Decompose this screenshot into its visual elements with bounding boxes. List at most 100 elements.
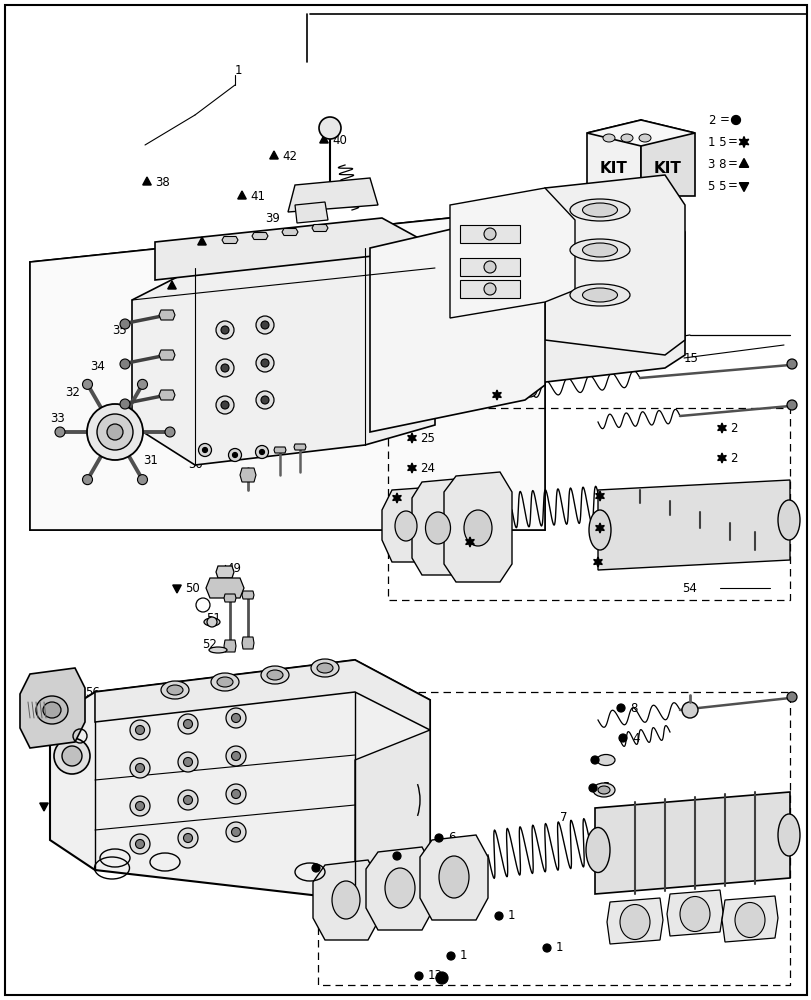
Circle shape <box>393 852 401 860</box>
Text: 53: 53 <box>679 552 694 564</box>
Polygon shape <box>311 225 328 232</box>
Text: 37: 37 <box>350 436 364 448</box>
Ellipse shape <box>592 783 614 797</box>
Ellipse shape <box>332 881 359 919</box>
Polygon shape <box>586 120 694 146</box>
Ellipse shape <box>384 868 414 908</box>
Text: =: = <box>719 114 729 127</box>
Text: 54: 54 <box>681 582 696 594</box>
Circle shape <box>183 795 192 804</box>
Polygon shape <box>40 803 48 811</box>
Ellipse shape <box>581 243 616 257</box>
Polygon shape <box>159 310 175 320</box>
Polygon shape <box>738 159 748 167</box>
Polygon shape <box>717 423 725 433</box>
Polygon shape <box>607 898 663 944</box>
Circle shape <box>543 944 551 952</box>
Ellipse shape <box>603 134 614 142</box>
Circle shape <box>207 617 217 627</box>
Circle shape <box>590 756 599 764</box>
Polygon shape <box>143 177 151 185</box>
Text: 1: 1 <box>508 909 515 922</box>
Text: 5: 5 <box>601 781 608 794</box>
Text: 7: 7 <box>560 811 567 824</box>
Polygon shape <box>155 218 454 290</box>
Polygon shape <box>597 480 789 570</box>
Polygon shape <box>50 660 430 900</box>
Polygon shape <box>173 585 181 593</box>
Circle shape <box>225 708 246 728</box>
Circle shape <box>436 972 448 984</box>
Ellipse shape <box>679 896 709 931</box>
Circle shape <box>311 864 320 872</box>
Polygon shape <box>224 594 236 602</box>
Ellipse shape <box>204 618 220 626</box>
Circle shape <box>216 396 234 414</box>
Circle shape <box>495 912 502 920</box>
Circle shape <box>130 720 150 740</box>
Circle shape <box>255 354 273 372</box>
Polygon shape <box>544 175 684 355</box>
Polygon shape <box>721 896 777 942</box>
Polygon shape <box>269 151 278 159</box>
Text: 41: 41 <box>250 190 264 202</box>
Polygon shape <box>354 730 430 900</box>
Circle shape <box>260 359 268 367</box>
Bar <box>460 280 519 298</box>
Circle shape <box>202 448 208 452</box>
Polygon shape <box>312 860 380 940</box>
Circle shape <box>260 321 268 329</box>
Circle shape <box>232 452 237 458</box>
Text: 1 5: 1 5 <box>707 136 726 149</box>
Circle shape <box>786 400 796 410</box>
Text: 39: 39 <box>264 212 280 225</box>
Text: 27: 27 <box>405 491 419 504</box>
Text: =: = <box>727 136 737 149</box>
Circle shape <box>165 427 175 437</box>
Circle shape <box>225 746 246 766</box>
Ellipse shape <box>161 681 189 699</box>
Ellipse shape <box>597 786 609 794</box>
Circle shape <box>135 839 144 848</box>
Circle shape <box>135 763 144 772</box>
Circle shape <box>260 396 268 404</box>
Circle shape <box>87 404 143 460</box>
Polygon shape <box>492 390 500 400</box>
Ellipse shape <box>260 666 289 684</box>
Ellipse shape <box>316 663 333 673</box>
Circle shape <box>221 364 229 372</box>
Text: 52: 52 <box>202 639 217 652</box>
Circle shape <box>221 326 229 334</box>
Ellipse shape <box>777 814 799 856</box>
Ellipse shape <box>581 288 616 302</box>
Text: 13: 13 <box>427 969 442 982</box>
Circle shape <box>483 283 496 295</box>
Circle shape <box>130 834 150 854</box>
Polygon shape <box>738 183 748 192</box>
Ellipse shape <box>267 670 283 680</box>
Text: 25: 25 <box>419 432 435 444</box>
Circle shape <box>120 359 130 369</box>
Ellipse shape <box>596 754 614 766</box>
Text: 30: 30 <box>188 458 203 472</box>
Circle shape <box>216 321 234 339</box>
Polygon shape <box>320 135 328 143</box>
Text: 50: 50 <box>185 582 200 594</box>
Text: 1: 1 <box>460 949 467 962</box>
Text: 1: 1 <box>556 941 563 954</box>
Polygon shape <box>242 591 254 599</box>
Bar <box>460 225 519 243</box>
Circle shape <box>216 359 234 377</box>
Polygon shape <box>595 523 603 533</box>
Text: 38: 38 <box>155 176 169 189</box>
Text: 9: 9 <box>603 754 611 766</box>
Circle shape <box>137 379 148 389</box>
Text: 5 5: 5 5 <box>707 180 726 193</box>
Polygon shape <box>242 637 254 649</box>
Polygon shape <box>738 137 748 148</box>
Polygon shape <box>132 248 435 465</box>
Polygon shape <box>206 578 243 598</box>
Circle shape <box>225 784 246 804</box>
Circle shape <box>231 752 240 760</box>
Text: 2: 2 <box>607 522 615 534</box>
